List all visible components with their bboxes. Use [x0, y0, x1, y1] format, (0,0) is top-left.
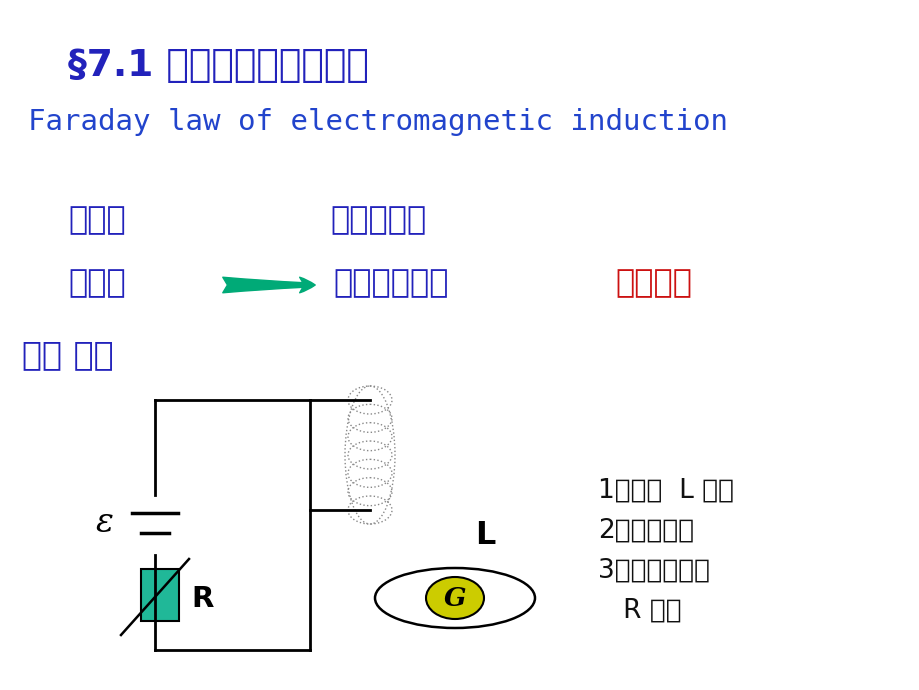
- Text: 一． 现象: 一． 现象: [22, 338, 114, 371]
- Text: G: G: [443, 586, 466, 611]
- Text: Faraday law of electromagnetic induction: Faraday law of electromagnetic induction: [28, 108, 727, 136]
- Text: 电流磁效应: 电流磁效应: [330, 205, 425, 236]
- Text: 3）都静止，但: 3）都静止，但: [597, 558, 709, 584]
- Text: §7.1 法拉第电磁感应定律: §7.1 法拉第电磁感应定律: [68, 48, 369, 84]
- Text: 2）场源运动: 2）场源运动: [597, 518, 693, 544]
- Ellipse shape: [425, 577, 483, 619]
- Text: 奥斯特: 奥斯特: [68, 205, 126, 236]
- Text: L: L: [474, 520, 494, 551]
- Text: R: R: [191, 585, 213, 613]
- Text: 历经十年: 历经十年: [614, 268, 691, 299]
- Text: 1）回路  L 运动: 1）回路 L 运动: [597, 478, 733, 504]
- Bar: [141, 569, 179, 621]
- Text: 对称性: 对称性: [68, 268, 126, 299]
- Text: 磁的电效应？: 磁的电效应？: [333, 268, 448, 299]
- Text: R 变化: R 变化: [597, 598, 681, 624]
- Text: ε: ε: [96, 507, 114, 539]
